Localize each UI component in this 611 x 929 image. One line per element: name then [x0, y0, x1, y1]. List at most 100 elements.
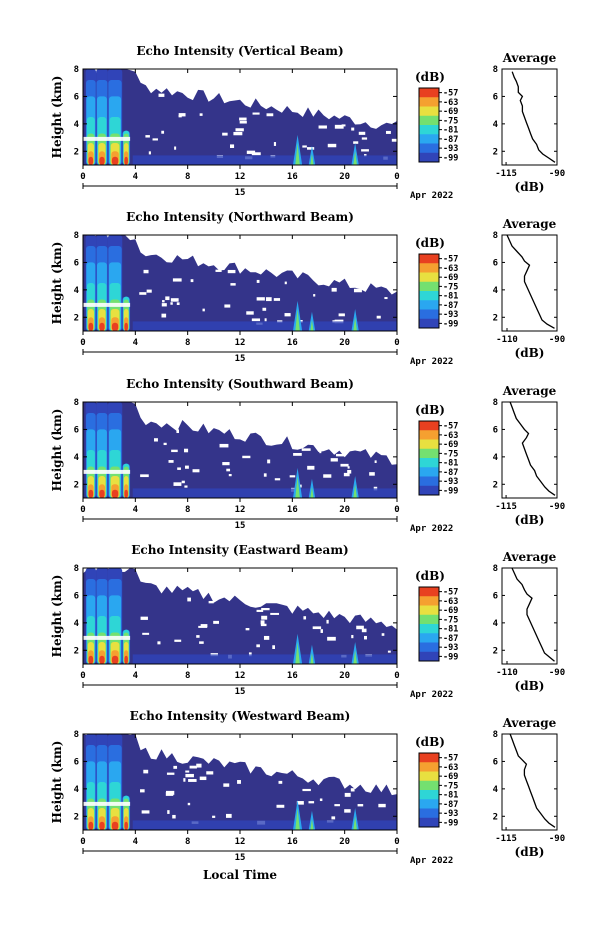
- colorbar-label: -63: [443, 264, 458, 274]
- echo-column: [111, 655, 119, 664]
- data-gap: [256, 644, 260, 648]
- profile-y-label: 4: [493, 120, 499, 130]
- profile-y-label: 6: [493, 258, 498, 268]
- data-gap: [184, 448, 189, 453]
- data-gap: [270, 612, 280, 615]
- colorbar-segment: [419, 115, 439, 126]
- colorbar-frame: [418, 253, 440, 329]
- profile-x-label: -115: [495, 834, 517, 844]
- data-gap: [196, 635, 200, 638]
- x-tick-label: 4: [133, 172, 139, 182]
- x-tick-label: 0: [80, 172, 85, 182]
- data-gap: [185, 770, 190, 773]
- colorbar-label: -63: [443, 98, 458, 108]
- profile-line: [511, 567, 555, 662]
- colorbar-segment: [419, 467, 439, 477]
- convective-spike-core: [353, 650, 357, 664]
- bright-band: [83, 136, 131, 141]
- data-gap: [167, 810, 170, 814]
- profile-title: Average: [502, 217, 557, 231]
- data-gap: [165, 296, 170, 301]
- x-tick-label: 16: [287, 837, 298, 847]
- date-label: Apr 2022: [410, 856, 453, 866]
- data-gap: [239, 117, 247, 121]
- data-gap: [358, 131, 366, 135]
- panel-2: Echo Intensity (Southward Beam)0 4 8 12 16 20…: [50, 377, 565, 534]
- data-gap: [351, 127, 355, 131]
- profile-x-label: -90: [549, 335, 565, 345]
- data-gap: [341, 124, 346, 127]
- data-gap: [326, 619, 329, 624]
- data-gap: [264, 318, 267, 322]
- panel-0: Echo Intensity (Vertical Beam) 0 4 8 12 16 20 0…: [50, 44, 565, 201]
- data-gap: [173, 482, 182, 486]
- y-tick-label: 4: [74, 453, 80, 463]
- data-gap: [391, 138, 397, 142]
- heatmap: [83, 734, 397, 830]
- colorbar-label: -75: [443, 282, 458, 292]
- colorbar-segment: [419, 808, 439, 819]
- x-tick-label: 8: [185, 837, 190, 847]
- data-gap: [174, 146, 177, 150]
- y-tick-label: 8: [74, 398, 79, 408]
- y-tick-label: 2: [74, 646, 79, 656]
- profile-x-title: (dB): [515, 679, 545, 693]
- panel-4: Echo Intensity (Westward Beam) 0 4 8 12 16 20 0…: [50, 709, 565, 866]
- y-tick-label: 8: [74, 65, 79, 75]
- profile-frame: [501, 401, 558, 499]
- data-gap: [177, 467, 181, 470]
- data-gap: [142, 632, 150, 635]
- profile-title: Average: [502, 51, 557, 65]
- data-gap: [273, 142, 277, 146]
- y-tick-label: 6: [74, 258, 79, 268]
- x-tick-label: 4: [133, 338, 139, 348]
- profile-title: Average: [502, 550, 557, 564]
- profile-x-label: -90: [549, 668, 565, 678]
- colorbar-frame: [418, 87, 440, 163]
- y-tick-label: 6: [74, 757, 79, 767]
- data-gap: [267, 459, 271, 464]
- colorbar-label: -69: [443, 606, 458, 616]
- data-gap: [140, 789, 145, 793]
- data-gap: [148, 151, 151, 155]
- data-gap: [187, 802, 191, 806]
- profile-y-label: 2: [493, 480, 498, 490]
- data-gap: [183, 778, 186, 782]
- colorbar-label: -69: [443, 772, 458, 782]
- data-gap: [212, 815, 216, 818]
- colorbar-segment: [419, 799, 439, 809]
- colorbar-label: -81: [443, 292, 458, 302]
- data-gap: [318, 125, 327, 129]
- day-label: 15: [235, 188, 246, 198]
- data-gap: [376, 315, 381, 319]
- colorbar-label: -75: [443, 781, 458, 791]
- echo-column: [124, 489, 128, 498]
- colorbar-segment: [419, 421, 439, 431]
- colorbar-segment: [419, 753, 439, 763]
- data-gap: [364, 154, 367, 157]
- colorbar-segment: [419, 291, 439, 301]
- colorbar-label: -69: [443, 107, 458, 117]
- profile-y-label: 4: [493, 453, 499, 463]
- data-gap: [252, 112, 260, 115]
- colorbar-label: -81: [443, 791, 458, 801]
- data-gap: [178, 113, 186, 117]
- data-gap: [338, 313, 345, 317]
- data-gap: [219, 443, 229, 448]
- data-gap: [166, 772, 175, 775]
- panel-title: Echo Intensity (Westward Beam): [130, 709, 351, 723]
- x-tick-label: 0: [394, 837, 399, 847]
- colorbar-label: -81: [443, 625, 458, 635]
- y-tick-label: 4: [74, 286, 80, 296]
- profile-y-label: 6: [493, 425, 498, 435]
- data-gap: [274, 478, 281, 481]
- low-level-band: [132, 321, 397, 331]
- data-gap: [143, 269, 149, 274]
- profile-frame: [501, 733, 558, 831]
- data-gap: [143, 769, 149, 774]
- colorbar-segment: [419, 300, 439, 310]
- data-gap: [172, 278, 182, 282]
- data-gap: [185, 773, 194, 778]
- date-label: Apr 2022: [410, 524, 453, 534]
- data-gap: [176, 302, 180, 306]
